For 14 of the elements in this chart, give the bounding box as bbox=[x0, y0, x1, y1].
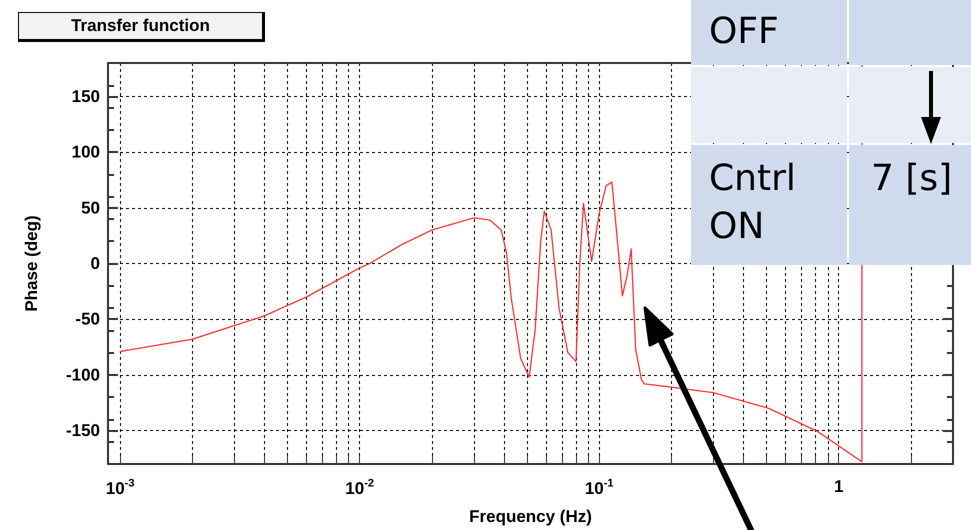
y-axis-title: Phase (deg) bbox=[22, 215, 41, 312]
annotation: Cntrl ON bbox=[691, 145, 847, 265]
annotation: 7 [s] bbox=[849, 145, 971, 265]
x-tick-label: 1 bbox=[834, 477, 844, 496]
table: OFF Cntrl ON 7 [s] bbox=[691, 0, 971, 265]
y-tick-label: 50 bbox=[81, 198, 100, 218]
y-tick-label: -50 bbox=[75, 310, 100, 329]
y-tick-label: 100 bbox=[72, 142, 100, 162]
x-axis-title: Frequency (Hz) bbox=[469, 507, 592, 526]
y-tick-label: -100 bbox=[66, 365, 100, 384]
y-tick-label: 150 bbox=[72, 86, 100, 106]
chart-title: Transfer function bbox=[18, 12, 265, 42]
y-tick-label: -150 bbox=[66, 421, 100, 440]
y-tick-label: 0 bbox=[90, 254, 100, 273]
